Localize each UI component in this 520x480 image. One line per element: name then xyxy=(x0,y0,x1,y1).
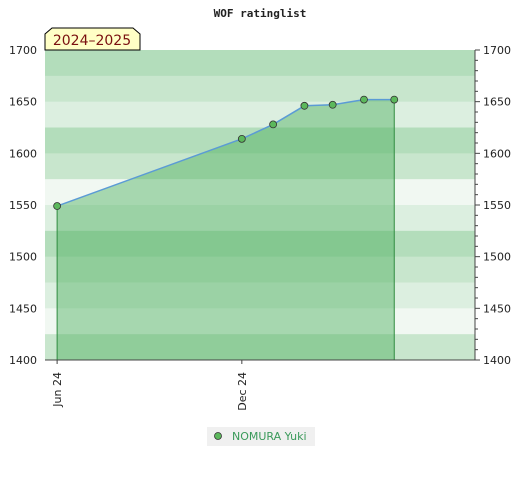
y-tick-label-left: 1650 xyxy=(9,96,37,109)
background-band xyxy=(45,101,475,128)
legend[interactable]: NOMURA Yuki xyxy=(207,427,315,446)
season-badge-shape xyxy=(44,27,141,51)
background-band xyxy=(45,308,475,335)
y-tick-label-right: 1700 xyxy=(483,44,511,57)
y-tick-label-left: 1550 xyxy=(9,199,37,212)
y-tick-label-right: 1600 xyxy=(483,147,511,160)
data-point xyxy=(360,95,368,104)
data-point xyxy=(237,134,246,143)
background-bands xyxy=(45,50,475,361)
background-band xyxy=(45,256,475,283)
background-band xyxy=(45,127,475,154)
y-tick-label-left: 1600 xyxy=(9,147,37,160)
season-label: 2024–2025 xyxy=(53,33,131,49)
background-band xyxy=(45,282,475,309)
y-tick-label-left: 1450 xyxy=(9,302,37,315)
y-tick-label-right: 1500 xyxy=(483,251,511,264)
data-point xyxy=(269,120,278,129)
axes: 1400 1400 1450 1450 1500 1500 1550 1550 1600 1600… xyxy=(9,44,511,411)
y-tick-label-right: 1650 xyxy=(483,96,511,109)
y-tick-label-right: 1450 xyxy=(483,302,511,315)
y-tick-label-right: 1550 xyxy=(483,199,511,212)
background-band xyxy=(45,230,475,258)
legend-marker xyxy=(214,432,222,440)
data-point xyxy=(390,95,399,104)
background-band xyxy=(45,75,475,103)
x-tick-label: Dec 24 xyxy=(236,372,249,411)
background-band xyxy=(45,334,475,361)
data-point xyxy=(300,101,309,110)
x-tick-label: Jun 24 xyxy=(51,372,64,408)
y-tick-label-right: 1400 xyxy=(483,354,511,367)
y-tick-label-left: 1500 xyxy=(9,251,37,264)
y-tick-label-left: 1400 xyxy=(9,354,37,367)
y-tick-label-left: 1700 xyxy=(9,44,37,57)
chart-title: WOF ratinglist xyxy=(214,7,307,20)
background-band xyxy=(45,205,475,232)
data-point xyxy=(328,100,337,109)
area-fill xyxy=(57,99,395,360)
season-badge: 2024–2025 xyxy=(44,27,141,51)
data-point xyxy=(53,202,62,210)
background-band xyxy=(45,179,475,206)
legend-label: NOMURA Yuki xyxy=(232,430,307,443)
legend-box xyxy=(207,427,315,446)
background-band xyxy=(45,153,475,180)
data-points xyxy=(53,95,399,210)
background-band xyxy=(45,50,475,77)
